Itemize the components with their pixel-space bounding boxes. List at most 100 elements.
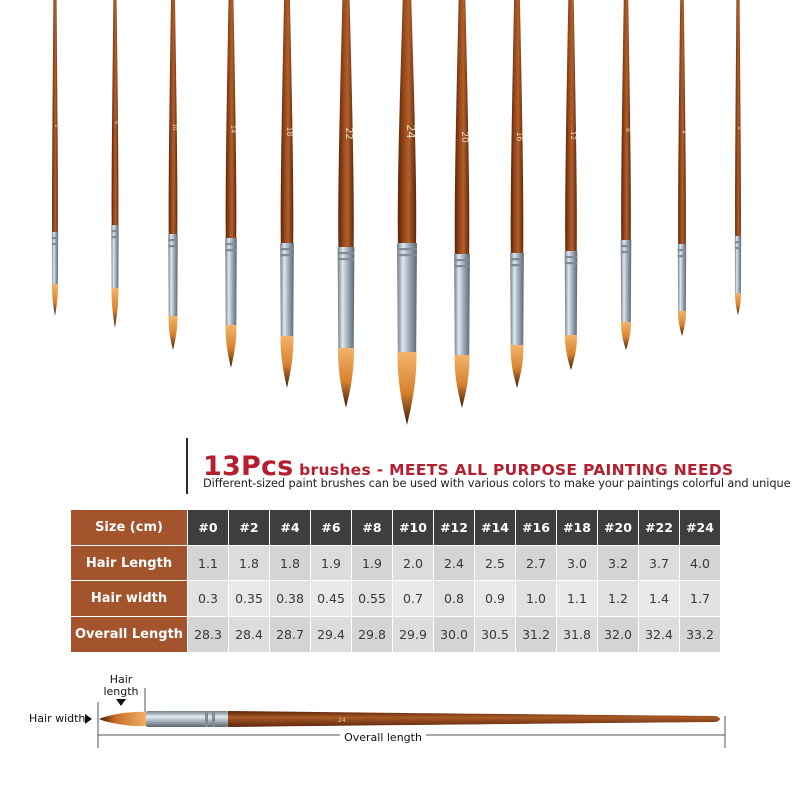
table-cell: 0.9 [474, 580, 516, 617]
paint-brush: 20 [454, 0, 470, 408]
ferrule-crimp [337, 252, 355, 255]
table-row-hair-width: Hair width 0.3 0.35 0.38 0.45 0.55 0.7 0… [70, 580, 721, 617]
brush-size-number: 12 [569, 131, 578, 140]
brush-ferrule [225, 238, 237, 325]
size-header: #16 [515, 509, 557, 546]
brush-hair [51, 284, 59, 316]
table-cell: 32.4 [638, 616, 680, 653]
brush-ferrule [620, 240, 632, 322]
paint-brush: 12 [564, 0, 578, 370]
ferrule-crimp [677, 255, 687, 258]
brush-hair [397, 352, 417, 425]
ferrule-crimp [51, 237, 59, 240]
brush-handle [280, 0, 294, 243]
ferrule-crimp [564, 262, 578, 265]
table-cell: 2.0 [392, 545, 434, 581]
paint-brush: 2 [51, 0, 59, 316]
brush-handle [397, 0, 417, 243]
table-cell: 2.4 [433, 545, 475, 581]
table-cell: 2.7 [515, 545, 557, 581]
table-cell: 4.0 [679, 545, 721, 581]
table-cell: 33.2 [679, 616, 721, 653]
hair-length-label-line2: length [103, 685, 138, 698]
table-cell: 1.1 [556, 580, 598, 617]
table-cell: 30.5 [474, 616, 516, 653]
brush-hair [564, 335, 578, 370]
hair-width-label: Hair width [29, 712, 85, 725]
brush-ferrule [337, 247, 355, 348]
brush-size-number: 2 [53, 124, 59, 127]
table-cell: 1.9 [351, 545, 393, 581]
diagram-brush-hair [99, 711, 146, 727]
brush-hair [225, 325, 237, 368]
brush-hair [454, 355, 470, 408]
title-text: brushes - MEETS ALL PURPOSE PAINTING NEE… [293, 461, 734, 479]
paint-brush: 8 [620, 0, 632, 350]
ferrule-crimp [734, 241, 742, 244]
table-cell: 1.0 [515, 580, 557, 617]
brush-hair [620, 322, 632, 350]
table-cell: 1.2 [597, 580, 639, 617]
paint-brush: 6 [111, 0, 119, 328]
size-header: #10 [392, 509, 434, 546]
brush-size-number: 24 [404, 124, 418, 139]
brush-ferrule [677, 244, 687, 311]
table-cell: 0.8 [433, 580, 475, 617]
table-row-hair-length: Hair Length 1.1 1.8 1.8 1.9 1.9 2.0 2.4 … [70, 545, 721, 581]
paint-brush: 18 [280, 0, 294, 388]
paint-brush: 14 [225, 0, 237, 368]
table-cell: 0.3 [187, 580, 229, 617]
size-header: #0 [187, 509, 229, 546]
table-cell: 1.9 [310, 545, 352, 581]
table-cell: 3.0 [556, 545, 598, 581]
brush-size-number: 6 [113, 121, 119, 124]
table-cell: 1.7 [679, 580, 721, 617]
overall-length-label-bg [340, 728, 426, 744]
brush-handle [338, 0, 354, 247]
brush-handle [111, 0, 119, 225]
brush-handle [621, 0, 631, 240]
size-table: Size (cm) #0 #2 #4 #6 #8 #10 #12 #14 #16… [70, 509, 721, 653]
table-cell: 1.4 [638, 580, 680, 617]
diagram-brush-crimp [212, 711, 215, 727]
brush-handle [454, 0, 470, 254]
paint-brush: 24 [397, 0, 418, 425]
brush-ferrule [397, 243, 417, 352]
table-cell: 28.4 [228, 616, 270, 653]
brush-ferrule [510, 253, 524, 345]
brush-size-number: 4 [680, 130, 686, 133]
row-label: Hair Length [70, 545, 188, 581]
row-label: Overall Length [70, 616, 188, 653]
brush-hair [280, 336, 294, 388]
brush-handle [168, 0, 178, 234]
brush-hair [510, 345, 524, 388]
ferrule-crimp [677, 249, 687, 252]
heading-divider [186, 438, 188, 494]
table-cell: 29.8 [351, 616, 393, 653]
brush-ferrule [454, 254, 470, 355]
diagram-brush-number: 24 [338, 717, 346, 724]
ferrule-crimp [454, 265, 470, 268]
table-cell: 28.3 [187, 616, 229, 653]
ferrule-crimp [225, 249, 237, 252]
table-header-row: Size (cm) #0 #2 #4 #6 #8 #10 #12 #14 #16… [70, 509, 721, 546]
ferrule-crimp [620, 245, 632, 248]
ferrule-crimp [51, 243, 59, 246]
ferrule-crimp [280, 254, 294, 257]
paint-brush: 4 [677, 0, 687, 336]
ferrule-crimp [168, 239, 178, 242]
table-cell: 31.8 [556, 616, 598, 653]
page-title: 13Pcs brushes - MEETS ALL PURPOSE PAINTI… [203, 445, 733, 483]
size-header: #12 [433, 509, 475, 546]
table-cell: 31.2 [515, 616, 557, 653]
brush-ferrule [51, 232, 59, 284]
table-cell: 2.5 [474, 545, 516, 581]
brush-handle [510, 0, 524, 253]
brush-size-number: 20 [459, 131, 469, 143]
brush-hair [677, 311, 687, 336]
ferrule-crimp [397, 254, 417, 257]
brush-handle [678, 0, 686, 244]
hair-length-label-line1: Hair [110, 673, 133, 686]
table-cell: 0.55 [351, 580, 393, 617]
brush-ferrule [564, 251, 578, 335]
